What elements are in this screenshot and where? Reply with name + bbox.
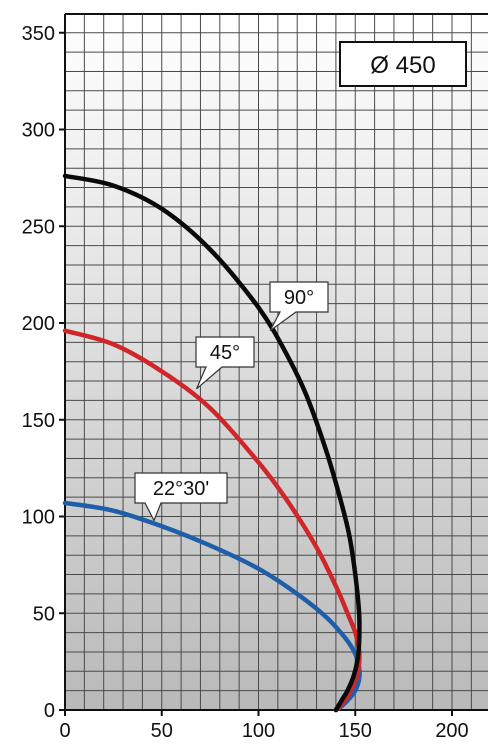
x-tick-label: 200 (435, 720, 468, 742)
callout-label: 22°30' (153, 478, 209, 500)
x-tick-label: 0 (59, 720, 70, 742)
series-line-2230 (62, 500, 362, 713)
axes: 0 50 100 150 200 0 50 100 150 200 250 300 350 (22, 13, 488, 742)
callout-bubble (269, 281, 329, 332)
title-box: Ø 450 (339, 41, 467, 87)
annotations: 90° 45° 22°30' (134, 281, 329, 522)
series-line-45 (62, 328, 362, 713)
title-frame (339, 41, 467, 87)
callout-bubble (134, 472, 228, 522)
y-tick-label: 50 (33, 603, 55, 625)
callout-bubble (195, 336, 255, 390)
y-tick-label: 350 (22, 23, 55, 45)
callout-label: 45° (210, 342, 240, 364)
x-tick-label: 150 (339, 720, 372, 742)
y-tick-label: 100 (22, 507, 55, 529)
y-tick-label: 0 (44, 700, 55, 722)
series-layer (62, 173, 362, 713)
callout-label: 90° (284, 287, 314, 309)
x-tick-label: 100 (242, 720, 275, 742)
y-tick-label: 250 (22, 216, 55, 238)
grid (65, 14, 488, 710)
x-tick-label: 50 (151, 720, 173, 742)
y-tick-label: 150 (22, 410, 55, 432)
y-tick-label: 300 (22, 120, 55, 142)
series-line-90 (62, 173, 362, 713)
chart-title: Ø 450 (370, 52, 435, 79)
y-tick-label: 200 (22, 313, 55, 335)
